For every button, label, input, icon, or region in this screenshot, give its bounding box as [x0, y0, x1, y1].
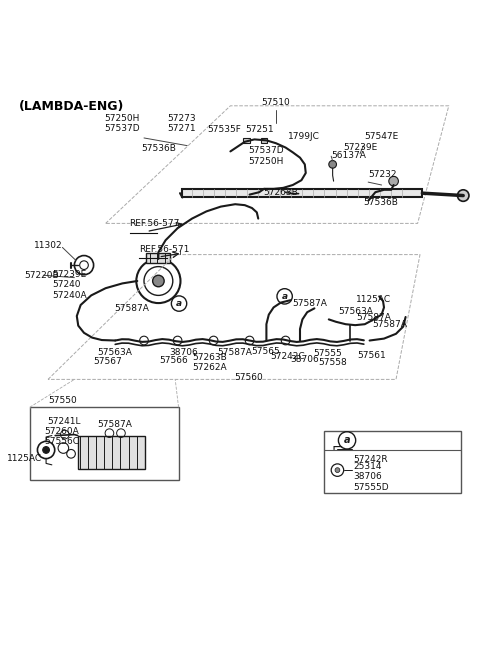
- Circle shape: [43, 447, 49, 453]
- Text: 57535F: 57535F: [208, 125, 241, 134]
- Text: 1799JC: 1799JC: [288, 132, 320, 141]
- Text: 1125AC: 1125AC: [356, 295, 391, 304]
- Text: 57587A: 57587A: [115, 304, 149, 313]
- Bar: [78, 436, 145, 469]
- Text: 57560: 57560: [234, 373, 263, 382]
- Text: 57550: 57550: [48, 396, 77, 405]
- Text: 57239E: 57239E: [343, 143, 377, 153]
- Text: 57263B: 57263B: [264, 188, 298, 197]
- Text: 57273
57271: 57273 57271: [167, 114, 196, 133]
- Text: a: a: [282, 292, 288, 301]
- Text: 57536B: 57536B: [141, 144, 176, 153]
- Circle shape: [329, 161, 336, 168]
- Text: 57510: 57510: [262, 98, 290, 107]
- Bar: [243, 138, 250, 143]
- Text: (LAMBDA-ENG): (LAMBDA-ENG): [19, 99, 125, 113]
- Text: 11302: 11302: [34, 241, 62, 251]
- Text: 57587A: 57587A: [356, 313, 391, 322]
- Text: 56137A: 56137A: [331, 151, 366, 160]
- Text: a: a: [344, 436, 350, 445]
- Text: 57242R: 57242R: [354, 455, 388, 464]
- Text: 57242C: 57242C: [271, 352, 305, 361]
- Circle shape: [457, 190, 469, 201]
- Circle shape: [335, 468, 340, 472]
- Text: 57558: 57558: [318, 358, 347, 367]
- Circle shape: [153, 275, 164, 287]
- Text: 57250H
57537D: 57250H 57537D: [105, 114, 140, 133]
- Text: 57563A: 57563A: [98, 348, 132, 357]
- Text: 57561: 57561: [358, 351, 386, 360]
- Text: 57220B: 57220B: [24, 270, 59, 280]
- Text: a: a: [176, 299, 182, 308]
- Text: 57587A: 57587A: [97, 420, 132, 429]
- Text: 57555: 57555: [313, 349, 342, 358]
- Text: REF.56-577: REF.56-577: [130, 219, 180, 228]
- Text: 57232: 57232: [369, 170, 397, 179]
- Text: 57536B: 57536B: [363, 197, 398, 207]
- Text: 57563A: 57563A: [338, 307, 373, 316]
- Text: 57565: 57565: [251, 347, 280, 356]
- Text: 57566: 57566: [159, 357, 188, 365]
- Bar: [146, 253, 170, 263]
- Text: 57241L: 57241L: [47, 417, 81, 426]
- Text: 57547E: 57547E: [364, 132, 398, 141]
- Text: 38706: 38706: [169, 348, 198, 357]
- Text: 57587A: 57587A: [292, 299, 327, 308]
- Text: 57260A
57556C: 57260A 57556C: [44, 427, 79, 446]
- Bar: [30, 407, 179, 480]
- Text: 57587A: 57587A: [372, 320, 407, 329]
- Text: 57239E
57240
57240A: 57239E 57240 57240A: [52, 270, 86, 300]
- Bar: [261, 138, 267, 143]
- Text: 57567: 57567: [94, 357, 122, 366]
- Bar: [324, 431, 461, 493]
- Text: 57587A: 57587A: [218, 348, 252, 357]
- Circle shape: [389, 176, 398, 186]
- Text: 25314
38706
57555D: 25314 38706 57555D: [354, 462, 389, 492]
- Bar: [182, 189, 422, 197]
- Bar: [182, 189, 422, 197]
- Text: 57251: 57251: [245, 125, 274, 134]
- Text: 57263B
57262A: 57263B 57262A: [192, 353, 227, 372]
- Text: REF.56-571: REF.56-571: [139, 245, 190, 253]
- Text: 38706: 38706: [290, 355, 319, 365]
- Text: ⌐: ⌐: [332, 441, 343, 455]
- Text: 57537D
57250H: 57537D 57250H: [249, 146, 284, 166]
- Text: 1125AC: 1125AC: [7, 455, 43, 463]
